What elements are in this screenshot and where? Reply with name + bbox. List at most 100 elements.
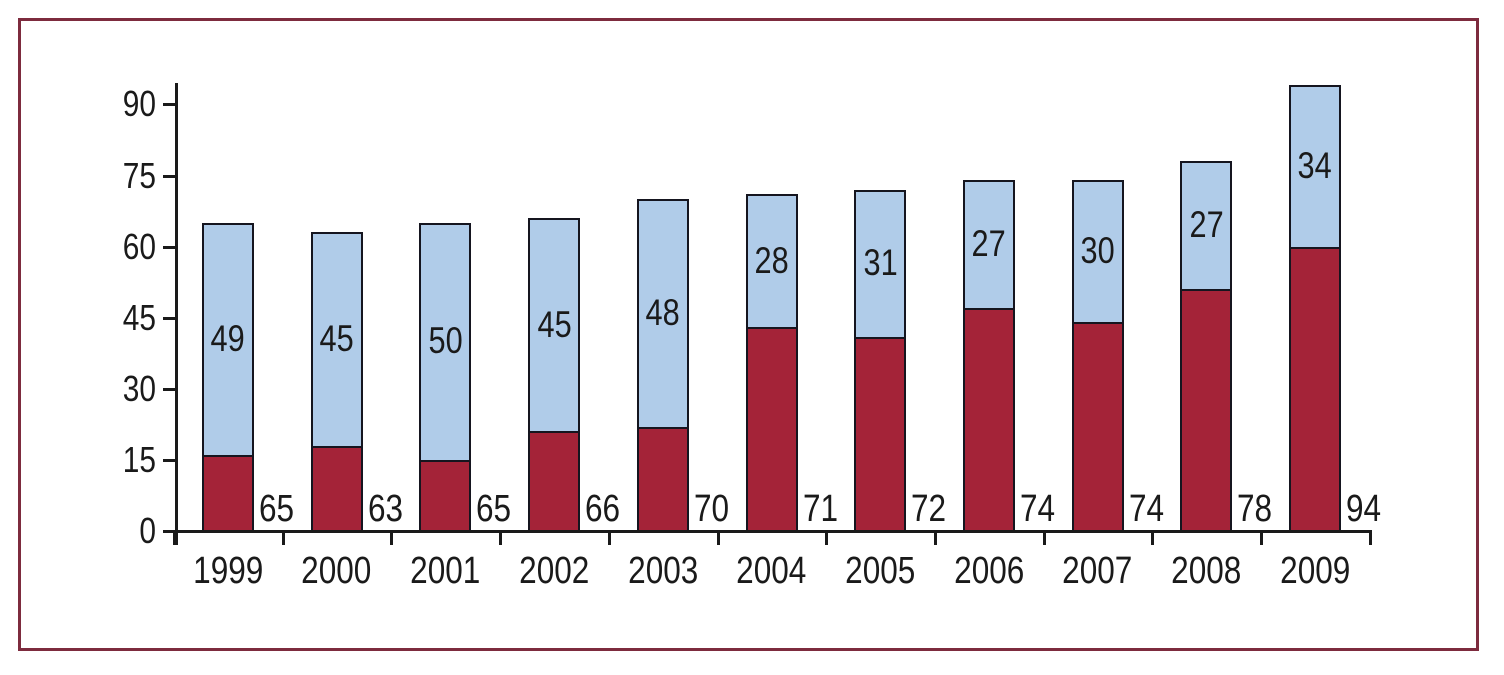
- x-category-label-text: 2009: [1279, 550, 1351, 592]
- x-tick-mark: [1260, 531, 1263, 545]
- bar-total-label-text: 74: [1128, 488, 1164, 530]
- bar-total-label-text: 66: [585, 488, 621, 530]
- bar-total-label: 74: [1129, 489, 1201, 529]
- bar-total-label: 72: [911, 489, 983, 529]
- y-tick-label: 30: [56, 367, 156, 409]
- bar-segment-value-label-text: 34: [1297, 145, 1333, 187]
- bar-segment-value-label-text: 48: [645, 291, 680, 333]
- bar-segment-value-label: 48: [637, 292, 689, 334]
- x-tick-mark: [607, 531, 611, 545]
- y-tick-label: 45: [56, 296, 156, 338]
- y-tick-label: 15: [56, 439, 156, 480]
- y-tick-label-text: 0: [139, 510, 156, 551]
- x-tick-mark: [1151, 531, 1155, 545]
- bar-total-label: 78: [1237, 489, 1309, 529]
- bar-total-label: 63: [368, 489, 440, 529]
- x-category-label: 2005: [826, 551, 934, 591]
- y-tick-mark: [163, 316, 177, 320]
- x-category-label-text: 1999: [192, 550, 264, 592]
- y-tick-label: 75: [56, 154, 156, 196]
- x-tick-mark: [173, 531, 176, 545]
- y-tick-label-text: 45: [122, 296, 156, 338]
- bar-segment-upper: [528, 218, 581, 432]
- bar-total-label: 71: [803, 489, 875, 529]
- x-tick-mark: [933, 531, 937, 545]
- y-tick-mark: [163, 174, 177, 178]
- x-tick-mark: [390, 531, 394, 545]
- x-category-label: 2006: [935, 551, 1043, 591]
- x-category-label-text: 2001: [410, 550, 481, 592]
- x-category-label-text: 2004: [736, 550, 807, 592]
- bar-segment-value-label: 27: [1180, 204, 1232, 246]
- bar-segment-value-label-text: 45: [537, 303, 572, 345]
- bar-segment-upper: [202, 222, 254, 456]
- bar-segment-upper: [1180, 161, 1233, 290]
- bar-total-label-text: 71: [802, 488, 838, 530]
- x-category-label-text: 2002: [518, 550, 590, 592]
- bar-segment-value-label-text: 31: [863, 242, 898, 284]
- bar-segment-value-label: 49: [202, 318, 254, 360]
- bar-total-label-text: 65: [476, 488, 512, 530]
- y-axis-line: [175, 83, 178, 545]
- bar-segment-value-label-text: 27: [1189, 204, 1224, 246]
- x-category-label-text: 2008: [1171, 550, 1242, 592]
- x-category-label: 1999: [174, 551, 282, 591]
- bar-segment-upper: [1071, 180, 1124, 323]
- x-category-label: 2003: [609, 551, 717, 591]
- bar-segment-lower: [202, 455, 254, 531]
- y-tick-mark: [163, 103, 177, 107]
- bar-total-label: 65: [259, 489, 331, 529]
- bar-segment-value-label-text: 27: [971, 223, 1006, 265]
- bar-total-label: 74: [1020, 489, 1092, 529]
- y-tick-label-text: 75: [122, 154, 156, 196]
- bar-segment-upper: [419, 222, 472, 460]
- bar-segment-lower: [419, 459, 472, 531]
- y-tick-label: 60: [56, 225, 156, 267]
- x-category-label: 2007: [1044, 551, 1152, 591]
- x-category-label: 2009: [1261, 551, 1369, 591]
- y-tick-mark: [163, 530, 177, 533]
- y-tick-label: 0: [56, 511, 156, 551]
- y-tick-label-text: 90: [122, 83, 156, 125]
- x-tick-mark: [825, 531, 829, 545]
- x-category-label-text: 2006: [953, 550, 1024, 592]
- bar-total-label-text: 74: [1019, 488, 1055, 530]
- bar-segment-value-label: 45: [311, 318, 363, 360]
- bar-segment-value-label-text: 45: [319, 318, 354, 360]
- bar-segment-upper: [854, 189, 907, 337]
- figure-border-frame: [18, 18, 1479, 651]
- bar-segment-upper: [745, 194, 798, 328]
- x-category-label: 2004: [718, 551, 826, 591]
- x-category-label: 2002: [500, 551, 608, 591]
- x-category-label-text: 2005: [845, 550, 916, 592]
- x-category-label: 2000: [283, 551, 391, 591]
- bar-segment-value-label: 31: [854, 242, 906, 284]
- bar-total-label-text: 65: [259, 488, 295, 530]
- bar-segment-upper: [1289, 85, 1341, 247]
- y-tick-label-text: 60: [122, 225, 156, 267]
- bar-total-label: 70: [694, 489, 766, 529]
- x-axis-line: [174, 530, 1372, 533]
- x-tick-mark: [499, 531, 503, 545]
- x-category-label: 2001: [391, 551, 499, 591]
- bar-total-label: 66: [585, 489, 657, 529]
- bar-segment-lower: [310, 445, 363, 531]
- bar-segment-lower: [962, 308, 1015, 531]
- x-tick-mark: [1368, 531, 1372, 545]
- bar-segment-lower: [1289, 246, 1341, 531]
- bar-segment-value-label: 45: [528, 304, 580, 346]
- bar-total-label-text: 94: [1346, 488, 1382, 530]
- bar-segment-value-label-text: 50: [428, 320, 463, 362]
- y-tick-label-text: 30: [122, 367, 156, 409]
- bar-total-label-text: 78: [1237, 488, 1273, 530]
- x-category-label: 2008: [1152, 551, 1260, 591]
- bar-segment-lower: [1071, 322, 1124, 531]
- y-tick-label: 90: [56, 84, 156, 124]
- x-category-label-text: 2007: [1062, 550, 1133, 592]
- bar-segment-value-label-text: 30: [1080, 230, 1115, 272]
- bar-total-label-text: 72: [911, 488, 947, 530]
- x-category-label-text: 2000: [301, 550, 372, 592]
- x-tick-mark: [716, 531, 720, 545]
